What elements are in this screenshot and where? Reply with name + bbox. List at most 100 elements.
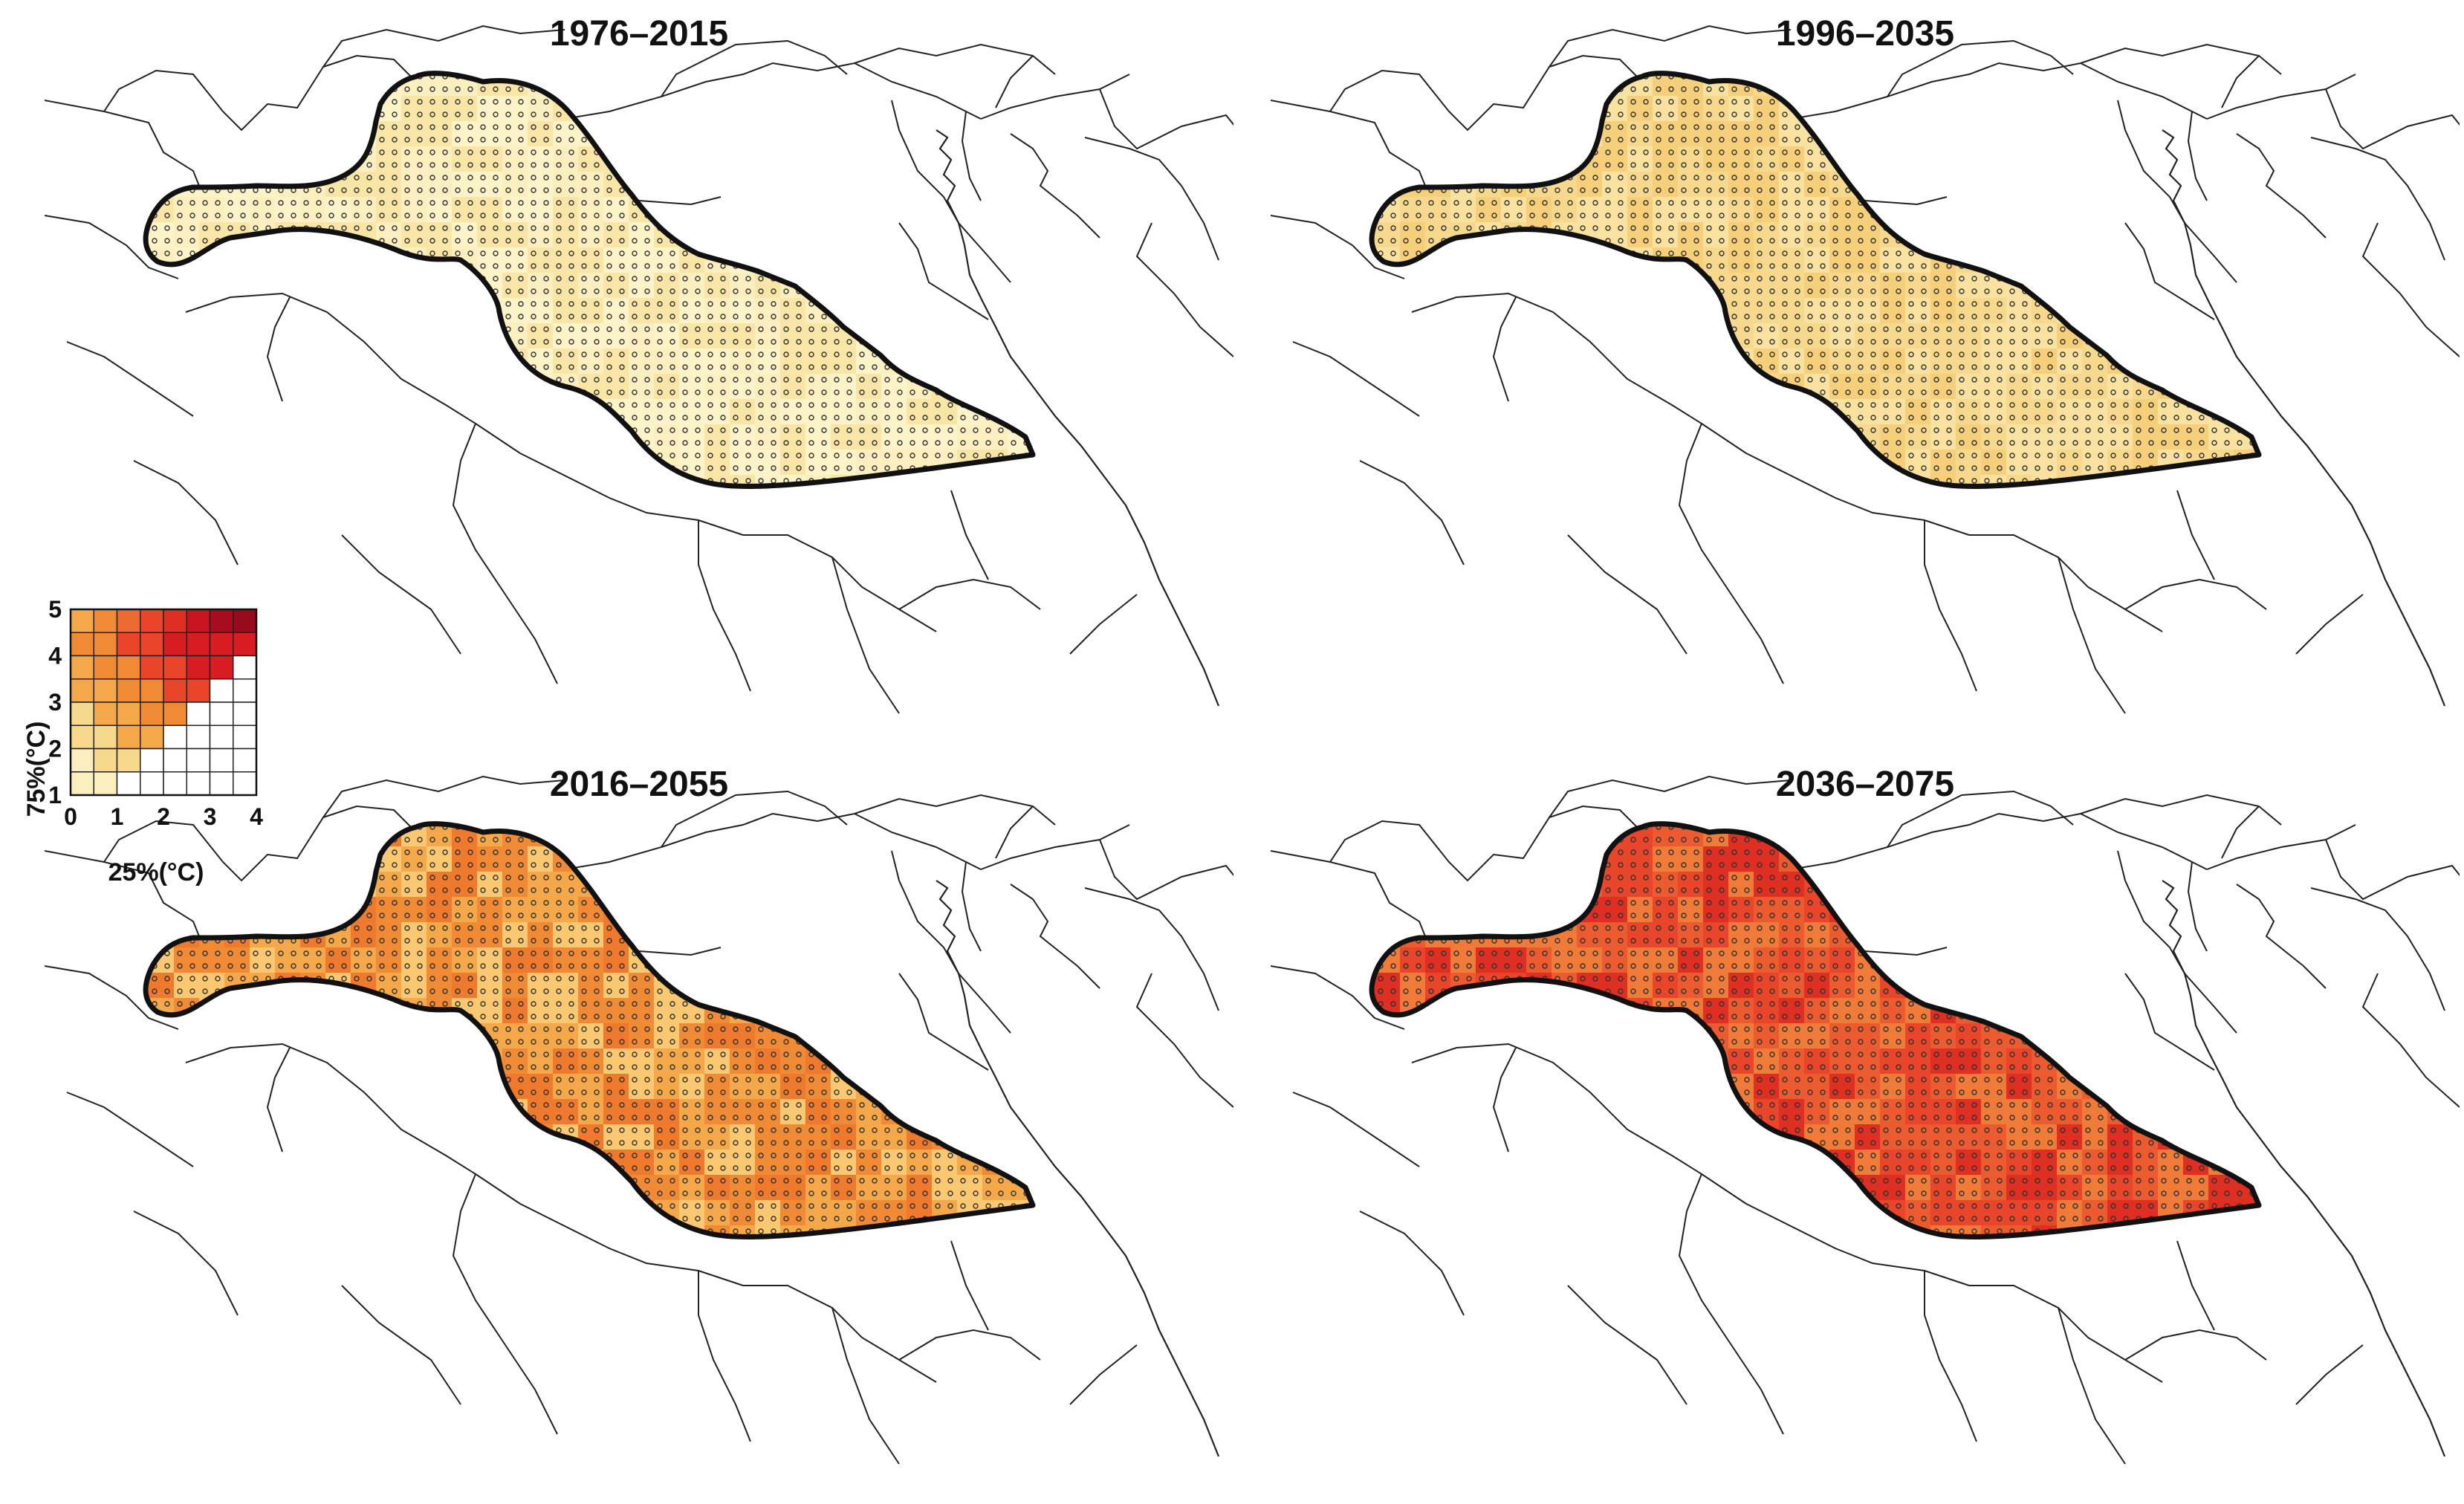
dot [670,402,675,408]
dot [707,225,713,231]
dot [1807,86,1813,92]
dot [985,453,991,458]
grid-cell [1880,247,1905,273]
grid-cell [2183,73,2208,96]
dot [985,301,991,307]
dot [1719,149,1725,155]
grid-cell [1375,146,1400,172]
dot [227,389,233,395]
grid-cell [907,222,932,247]
dot [1441,86,1447,92]
grid-cell [1425,146,1450,172]
dot [632,402,638,408]
dot [1820,389,1826,395]
dot [960,326,966,332]
grid-cell [1476,146,1501,172]
dot [796,465,802,471]
dot [392,301,398,307]
dot [152,200,158,206]
grid-cell [2234,73,2259,96]
dot [1529,465,1535,471]
grid-cell [780,121,805,146]
dot [1769,137,1775,143]
dot [1605,389,1611,395]
grid-cell [2082,399,2107,424]
dot [973,74,979,80]
dot [1782,149,1788,155]
dot [1832,99,1838,105]
dot [745,478,751,484]
grid-cell [452,96,477,121]
grid-cell [149,399,174,424]
dot [442,389,448,395]
dot [973,427,979,433]
grid-cell [325,424,351,450]
dot [821,453,827,458]
dot [442,149,448,155]
grid-cell [654,399,679,424]
dot [859,276,865,282]
grid-cell [1779,146,1804,172]
dot [1883,276,1889,282]
grid-cell [1577,197,1602,222]
dot [1656,288,1661,294]
dot [1466,86,1472,92]
grid-cell [1829,374,1855,399]
dot [821,175,827,181]
grid-cell [502,247,528,273]
dot [682,263,688,269]
dot [291,99,296,105]
dot [189,213,195,218]
dot [291,351,296,357]
dot [1592,478,1598,484]
dot [291,74,296,80]
grid-cell [1728,121,1754,146]
dot [265,162,271,168]
dot [455,99,461,105]
dot [1491,440,1497,446]
grid-cell [2107,197,2133,222]
dot [1618,453,1624,458]
dot [707,162,713,168]
grid-cell [149,121,174,146]
dot [152,427,158,433]
dot [1782,402,1788,408]
dot [808,364,814,370]
grid-cell [149,323,174,349]
dot [429,149,435,155]
grid-cell [427,273,452,298]
dot [922,377,928,383]
grid-cell [1678,121,1703,146]
dot [771,364,777,370]
dot [1605,427,1611,433]
dot [1605,453,1611,458]
dot [1757,301,1763,307]
dot [240,238,246,244]
dot [189,364,195,370]
dot [1706,351,1712,357]
dot [1618,377,1624,383]
dot [1529,389,1535,395]
dot [240,213,246,218]
dot [455,326,461,332]
dot [619,314,625,320]
dot [1656,200,1661,206]
dot [1529,149,1535,155]
dot [1820,326,1826,332]
dot [1023,74,1029,80]
dot [240,326,246,332]
grid-cell [1779,172,1804,197]
grid-cell [1450,475,1476,487]
dot [657,162,663,168]
dot [1592,364,1598,370]
dot [606,124,612,130]
dot [189,351,195,357]
dot [543,99,549,105]
dot [1832,74,1838,80]
dot [1807,250,1813,256]
dot [733,213,739,218]
grid-cell [805,73,831,96]
dot [594,225,600,231]
grid-cell [2032,424,2057,450]
dot [619,225,625,231]
